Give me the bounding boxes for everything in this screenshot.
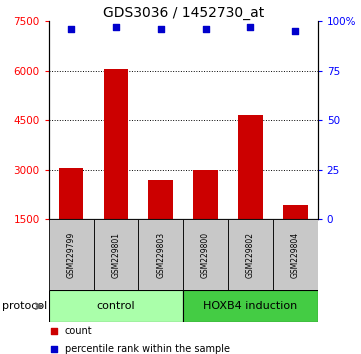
Text: GSM229803: GSM229803: [156, 232, 165, 278]
Bar: [49, 219, 93, 290]
Point: [292, 28, 298, 34]
Point: [51, 328, 57, 334]
Point: [248, 24, 253, 30]
Text: percentile rank within the sample: percentile rank within the sample: [65, 344, 230, 354]
Text: count: count: [65, 326, 92, 336]
Text: HOXB4 induction: HOXB4 induction: [203, 301, 297, 311]
Point: [68, 26, 74, 32]
Text: GSM229799: GSM229799: [67, 232, 76, 278]
Bar: [238, 115, 263, 219]
Bar: [183, 219, 228, 290]
Bar: [193, 170, 218, 219]
Bar: [273, 219, 318, 290]
Bar: [138, 219, 183, 290]
Text: GSM229801: GSM229801: [112, 232, 121, 278]
Bar: [104, 69, 128, 219]
Bar: [148, 180, 173, 219]
Point: [158, 26, 164, 32]
Point: [51, 346, 57, 352]
Bar: [183, 290, 318, 322]
Point: [203, 26, 209, 32]
Bar: [283, 205, 308, 219]
Bar: [49, 290, 183, 322]
Text: GSM229804: GSM229804: [291, 232, 300, 278]
Text: GSM229800: GSM229800: [201, 232, 210, 278]
Bar: [59, 168, 83, 219]
Bar: [228, 219, 273, 290]
Point: [113, 24, 119, 30]
Bar: [93, 219, 138, 290]
Text: protocol: protocol: [3, 301, 48, 311]
Title: GDS3036 / 1452730_at: GDS3036 / 1452730_at: [103, 6, 264, 20]
Text: GSM229802: GSM229802: [246, 232, 255, 278]
Text: control: control: [97, 301, 135, 311]
